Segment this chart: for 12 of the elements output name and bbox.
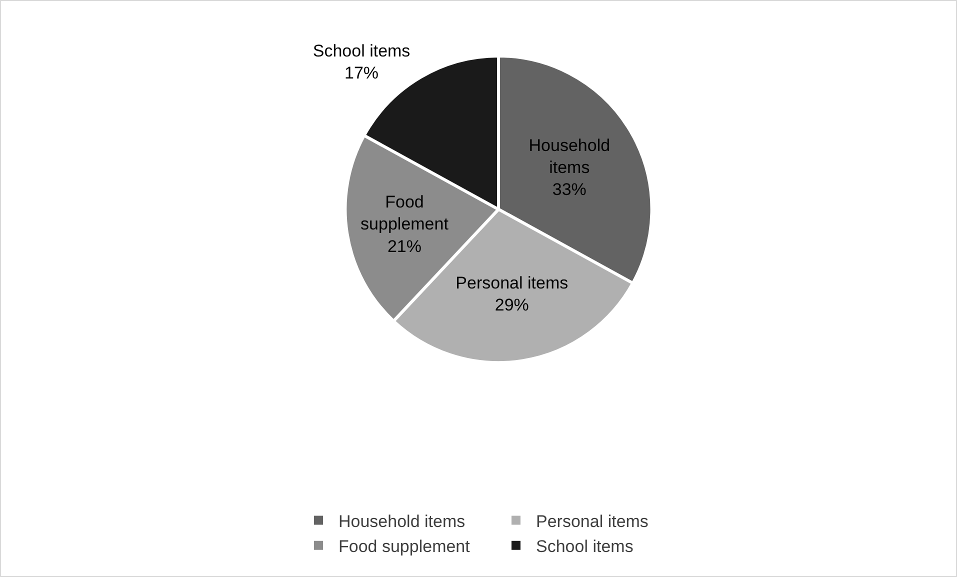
slice-label: School items: [312, 42, 410, 61]
data-label: 21%: [387, 236, 422, 256]
slice-label: Household items: [528, 136, 610, 177]
legend-label: School items: [536, 537, 634, 556]
data-label: 17%: [344, 64, 379, 83]
slice-label: Food supplement: [360, 192, 449, 234]
legend-label: Household items: [338, 512, 466, 531]
legend-label: Personal items: [536, 512, 648, 531]
data-label: 29%: [494, 295, 529, 314]
legend-label: Food supplement: [338, 537, 470, 556]
slice-label: Personal items: [456, 273, 568, 292]
data-label: 33%: [552, 180, 586, 199]
